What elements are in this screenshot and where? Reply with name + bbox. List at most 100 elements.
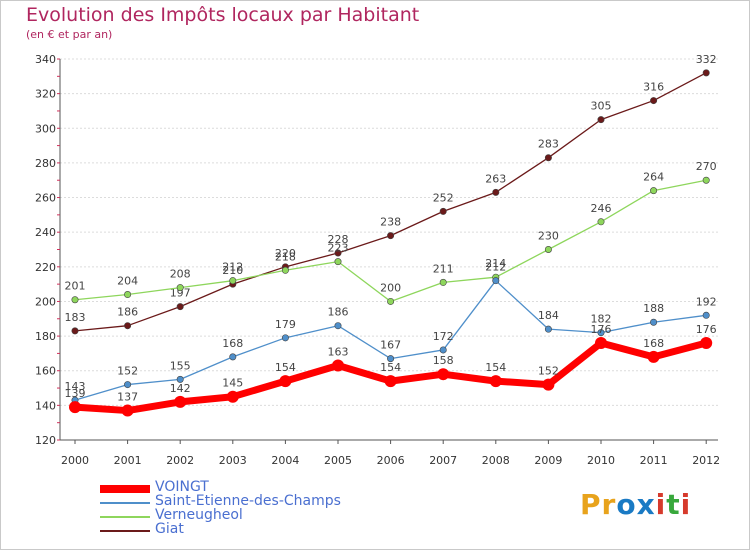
- data-point: [439, 346, 447, 354]
- y-tick-label: 120: [35, 434, 56, 447]
- data-label: 152: [538, 365, 559, 378]
- data-label: 238: [380, 216, 401, 229]
- data-label: 154: [485, 361, 506, 374]
- data-point: [597, 218, 605, 226]
- y-tick-label: 180: [35, 330, 56, 343]
- data-label: 223: [328, 242, 349, 255]
- data-point: [281, 266, 289, 274]
- data-label: 201: [65, 280, 86, 293]
- x-tick-label: 2000: [61, 454, 89, 467]
- legend-label: Verneugheol: [155, 507, 243, 523]
- data-point: [226, 390, 239, 403]
- data-point: [174, 395, 187, 408]
- data-point: [492, 188, 500, 196]
- legend-swatch: [100, 485, 150, 493]
- proxiti-logo: Proxiti: [580, 488, 691, 521]
- data-label: 212: [485, 261, 506, 274]
- data-point: [387, 297, 395, 305]
- data-point: [176, 375, 184, 383]
- y-tick-label: 220: [35, 261, 56, 274]
- data-label: 212: [222, 261, 243, 274]
- data-label: 246: [591, 202, 612, 215]
- chart-subtitle: (en € et par an): [26, 28, 113, 41]
- data-label: 332: [696, 53, 717, 66]
- x-tick-label: 2001: [114, 454, 142, 467]
- data-label: 167: [380, 339, 401, 352]
- x-tick-label: 2011: [640, 454, 668, 467]
- data-point: [384, 375, 397, 388]
- data-label: 176: [591, 323, 612, 336]
- data-point: [334, 322, 342, 330]
- data-label: 208: [170, 268, 191, 281]
- logo-letter: t: [666, 488, 681, 521]
- y-tick-label: 260: [35, 192, 56, 205]
- y-tick-label: 200: [35, 295, 56, 308]
- data-label: 186: [328, 306, 349, 319]
- x-tick-label: 2010: [587, 454, 615, 467]
- y-tick-label: 300: [35, 122, 56, 135]
- data-point: [124, 291, 132, 299]
- data-point: [544, 154, 552, 162]
- data-point: [492, 277, 500, 285]
- data-label: 183: [65, 311, 86, 324]
- data-point: [176, 303, 184, 311]
- data-label: 158: [433, 354, 454, 367]
- data-label: 152: [117, 365, 138, 378]
- logo-letter: P: [580, 488, 602, 521]
- legend-label: VOINGT: [155, 479, 209, 495]
- data-point: [650, 187, 658, 195]
- legend-swatch: [100, 530, 150, 532]
- y-tick-label: 320: [35, 88, 56, 101]
- x-tick-label: 2005: [324, 454, 352, 467]
- data-label: 142: [170, 382, 191, 395]
- data-label: 200: [380, 281, 401, 294]
- data-point: [542, 378, 555, 391]
- y-tick-label: 140: [35, 399, 56, 412]
- data-label: 179: [275, 318, 296, 331]
- data-label: 154: [275, 361, 296, 374]
- data-label: 214: [485, 257, 506, 270]
- data-point: [71, 296, 79, 304]
- x-tick-label: 2006: [377, 454, 405, 467]
- legend-label: Saint-Etienne-des-Champs: [155, 493, 341, 509]
- x-tick-label: 2002: [166, 454, 194, 467]
- logo-letter: o: [616, 488, 637, 521]
- data-label: 316: [643, 81, 664, 94]
- y-tick-label: 280: [35, 157, 56, 170]
- y-tick-label: 160: [35, 365, 56, 378]
- data-point: [650, 97, 658, 105]
- data-label: 154: [380, 361, 401, 374]
- y-tick-label: 240: [35, 226, 56, 239]
- data-label: 155: [170, 359, 191, 372]
- data-label: 252: [433, 191, 454, 204]
- data-point: [332, 359, 344, 372]
- logo-letter: r: [601, 488, 617, 521]
- x-tick-label: 2008: [482, 454, 510, 467]
- data-label: 270: [696, 160, 717, 173]
- data-point: [71, 327, 79, 335]
- data-point: [597, 329, 605, 337]
- data-point: [597, 116, 605, 124]
- data-label: 182: [591, 313, 612, 326]
- data-point: [279, 375, 292, 388]
- x-tick-label: 2009: [534, 454, 562, 467]
- data-point: [124, 322, 132, 330]
- data-point: [595, 337, 607, 350]
- data-point: [281, 334, 289, 342]
- data-point: [176, 284, 184, 292]
- data-label: 163: [328, 346, 349, 359]
- data-point: [700, 337, 713, 350]
- data-label: 228: [328, 233, 349, 246]
- data-point: [544, 325, 552, 333]
- data-point: [229, 353, 237, 361]
- y-tick-label: 340: [35, 53, 56, 66]
- logo-letter: x: [636, 488, 656, 521]
- data-point: [387, 355, 395, 363]
- data-label: 211: [433, 262, 454, 275]
- data-point: [437, 368, 450, 381]
- data-point: [69, 401, 81, 414]
- data-point: [702, 311, 710, 319]
- data-label: 168: [222, 337, 243, 350]
- data-label: 188: [643, 302, 664, 315]
